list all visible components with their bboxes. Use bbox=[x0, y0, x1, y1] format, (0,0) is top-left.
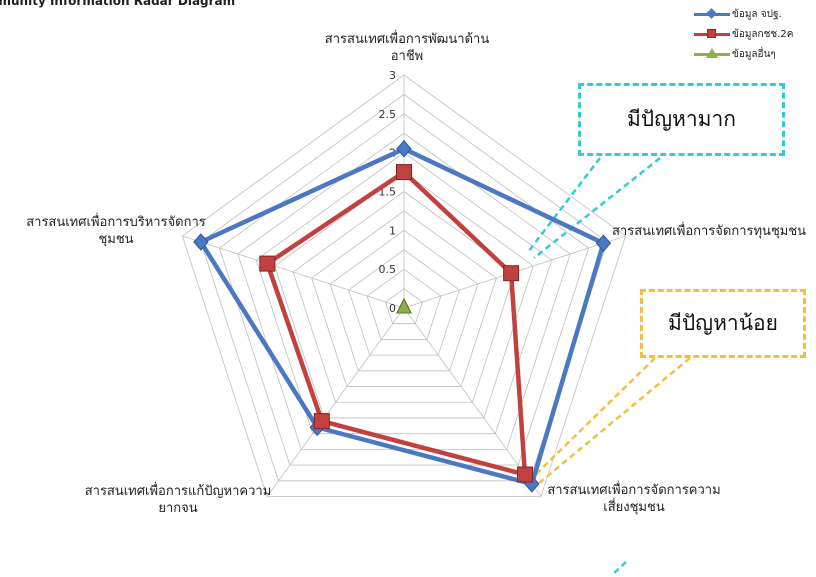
data-point bbox=[259, 255, 276, 272]
grid-ring bbox=[255, 152, 553, 435]
category-label: สารสนเทศเพื่อการแก้ปัญหาความยากจน bbox=[85, 482, 272, 516]
radar-tick-labels: 00.511.522.53 bbox=[379, 69, 397, 315]
data-point bbox=[396, 297, 412, 314]
radar-category-labels: สารสนเทศเพื่อการพัฒนาด้านอาชีพสารสนเทศเพ… bbox=[26, 30, 806, 516]
tick-label: 2.5 bbox=[379, 108, 397, 121]
legend-item-series-3: ข้อมูลอื่นๆ bbox=[694, 44, 793, 64]
grid-ring bbox=[218, 113, 590, 466]
series-line bbox=[265, 169, 528, 477]
legend-item-series-1: ข้อมูล จปฐ. bbox=[694, 4, 793, 24]
series-line bbox=[198, 146, 606, 487]
tick-label: 0.5 bbox=[379, 263, 397, 276]
category-label: สารสนเทศเพื่อการจัดการความเสี่ยงชุมชน bbox=[547, 481, 720, 515]
category-label: สารสนเทศเพื่อการบริหารจัดการชุมชน bbox=[26, 213, 206, 247]
callout-few-problems: มีปัญหาน้อย bbox=[640, 289, 806, 358]
data-point bbox=[595, 234, 612, 252]
legend-label-series-1: ข้อมูล จปฐ. bbox=[732, 8, 782, 20]
radar-grid bbox=[181, 74, 627, 497]
grid-ring bbox=[200, 93, 608, 482]
tick-label: 0 bbox=[389, 302, 396, 315]
data-point bbox=[503, 265, 520, 282]
grid-ring bbox=[274, 171, 534, 419]
grid-ring bbox=[329, 229, 479, 372]
callout-few-problems-text: มีปัญหาน้อย bbox=[668, 311, 778, 335]
legend-swatch-series-3 bbox=[694, 47, 730, 61]
grid-ring bbox=[385, 288, 423, 325]
grid-spoke bbox=[266, 307, 405, 497]
data-point bbox=[396, 140, 412, 158]
legend-swatch-series-1 bbox=[694, 7, 730, 21]
grid-ring bbox=[311, 210, 497, 387]
tick-label: 3 bbox=[389, 69, 396, 82]
series-3 bbox=[396, 297, 412, 314]
series-2 bbox=[259, 164, 533, 483]
data-point bbox=[193, 233, 209, 251]
chart-legend: ข้อมูล จปฐ. ข้อมูลกชช.2ค ข้อมูลอื่นๆ bbox=[694, 4, 793, 64]
category-label: สารสนเทศเพื่อการพัฒนาด้านอาชีพ bbox=[325, 30, 490, 64]
callout-pointers bbox=[527, 157, 691, 576]
category-label: สารสนเทศเพื่อการจัดการทุนชุมชน bbox=[612, 222, 806, 239]
pointer-many bbox=[533, 157, 661, 259]
pointer-few bbox=[531, 357, 656, 479]
data-point bbox=[396, 164, 412, 181]
callout-many-problems-text: มีปัญหามาก bbox=[626, 107, 737, 131]
legend-swatch-series-2 bbox=[694, 27, 730, 41]
radar-series bbox=[193, 140, 612, 493]
page-title: mmunity Information Radar Diagram bbox=[0, 0, 236, 8]
grid-ring bbox=[181, 74, 627, 497]
legend-label-series-3: ข้อมูลอื่นๆ bbox=[732, 48, 776, 60]
callout-many-problems: มีปัญหามาก bbox=[578, 83, 785, 156]
data-point bbox=[516, 466, 533, 483]
grid-ring bbox=[348, 249, 460, 356]
pointer-stray bbox=[611, 561, 627, 576]
legend-item-series-2: ข้อมูลกชช.2ค bbox=[694, 24, 793, 44]
tick-label: 1 bbox=[389, 224, 396, 237]
series-1 bbox=[193, 140, 612, 493]
data-point bbox=[313, 413, 330, 430]
grid-spoke bbox=[403, 307, 542, 497]
grid-spoke bbox=[182, 235, 405, 309]
pointer-few bbox=[537, 357, 691, 485]
grid-ring bbox=[366, 268, 442, 340]
legend-label-series-2: ข้อมูลกชช.2ค bbox=[732, 28, 794, 40]
